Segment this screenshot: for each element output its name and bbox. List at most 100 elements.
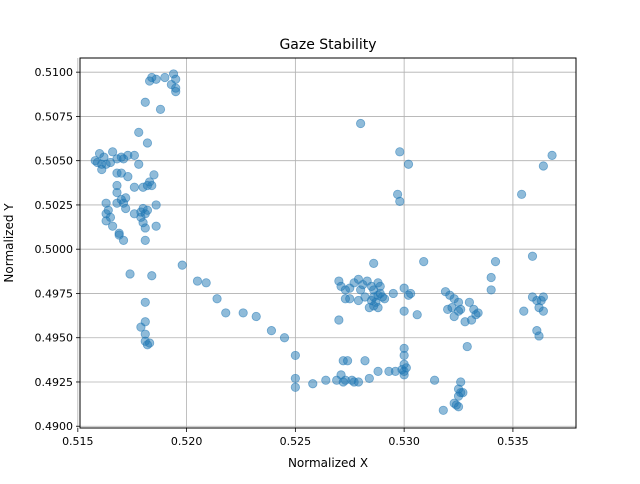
scatter-point <box>279 333 290 343</box>
scatter-point <box>140 297 150 307</box>
scatter-point <box>547 150 557 160</box>
scatter-point <box>171 87 181 97</box>
scatter-point <box>151 221 161 231</box>
scatter-point <box>342 356 353 366</box>
scatter-point <box>373 303 383 313</box>
scatter-point <box>149 170 159 180</box>
scatter-point <box>406 288 416 299</box>
scatter-point <box>155 104 166 114</box>
x-tick-label: 0.520 <box>171 435 203 448</box>
scatter-point <box>419 256 429 267</box>
scatter-point <box>345 294 355 304</box>
scatter-point <box>519 306 529 316</box>
scatter-point <box>121 203 131 214</box>
scatter-point <box>290 382 300 392</box>
scatter-point <box>334 315 344 325</box>
scatter-point <box>308 379 318 389</box>
scatter-point <box>142 138 153 148</box>
scatter-point <box>290 373 300 384</box>
scatter-point <box>123 172 133 182</box>
scatter-point <box>395 196 405 206</box>
scatter-point <box>160 72 170 83</box>
y-tick-label: 0.5000 <box>35 243 74 256</box>
scatter-point <box>349 377 359 387</box>
points-layer <box>90 69 557 415</box>
scatter-point <box>101 216 111 226</box>
scatter-point <box>388 288 398 299</box>
scatter-point <box>486 285 496 295</box>
scatter-point <box>429 375 440 385</box>
scatter-point <box>534 331 544 341</box>
scatter-point <box>373 366 383 376</box>
scatter-point <box>108 221 118 231</box>
scatter-point <box>399 283 409 293</box>
scatter-point <box>108 147 118 157</box>
scatter-point <box>140 235 150 245</box>
scatter-point <box>538 306 548 316</box>
scatter-point <box>118 235 129 245</box>
scatter-point <box>147 180 157 191</box>
scatter-point <box>140 317 150 327</box>
y-tick-label: 0.5100 <box>35 66 74 79</box>
scatter-point <box>538 292 548 302</box>
scatter-point <box>360 356 370 366</box>
scatter-point <box>403 159 414 169</box>
scatter-point <box>412 310 422 320</box>
y-tick-label: 0.5075 <box>35 110 74 123</box>
scatter-point <box>192 276 203 286</box>
y-axis-label: Normalized Y <box>2 203 16 283</box>
scatter-point <box>490 256 501 267</box>
scatter-point <box>473 308 483 318</box>
plot-frame <box>79 57 577 429</box>
scatter-point <box>353 295 364 306</box>
scatter-point <box>142 205 153 215</box>
scatter-point <box>177 260 187 270</box>
scatter-point <box>321 375 331 385</box>
scatter-point <box>395 147 405 157</box>
x-tick-label: 0.525 <box>280 435 312 448</box>
scatter-point <box>356 285 366 295</box>
scatter-point <box>364 303 374 313</box>
scatter-point <box>356 118 366 129</box>
x-tick-label: 0.515 <box>62 435 94 448</box>
scatter-point <box>538 161 548 171</box>
scatter-point <box>369 258 379 268</box>
scatter-point <box>443 304 453 314</box>
scatter-point <box>364 373 374 384</box>
scatter-point <box>251 311 261 322</box>
scatter-point <box>212 294 222 304</box>
y-tick-label: 0.4975 <box>35 287 74 300</box>
scatter-point <box>379 294 390 304</box>
scatter-point <box>453 402 464 412</box>
scatter-point <box>129 150 139 160</box>
scatter-point <box>145 338 155 348</box>
scatter-point <box>221 308 231 318</box>
scatter-point <box>456 377 466 387</box>
scatter-point <box>399 306 409 316</box>
scatter-point <box>486 272 496 283</box>
scatter-point <box>134 127 144 137</box>
scatter-point <box>238 308 248 318</box>
x-axis-label: Normalized X <box>288 456 368 470</box>
y-tick-label: 0.4925 <box>35 376 74 389</box>
scatter-point <box>125 269 135 279</box>
y-tick-label: 0.5025 <box>35 199 74 212</box>
scatter-point <box>201 278 211 288</box>
chart-title: Gaze Stability <box>279 37 376 53</box>
scatter-point <box>140 97 150 107</box>
scatter-point <box>338 377 348 387</box>
scatter-point <box>147 271 157 281</box>
grid-layer <box>77 58 576 428</box>
scatter-point <box>134 159 144 169</box>
scatter-point <box>438 405 448 415</box>
scatter-point <box>290 350 300 361</box>
scatter-point <box>458 387 468 398</box>
x-tick-label: 0.535 <box>497 435 529 448</box>
scatter-point <box>140 223 150 233</box>
scatter-point <box>517 189 527 199</box>
y-tick-label: 0.4950 <box>35 332 74 345</box>
scatter-point <box>456 304 466 314</box>
scatter-point <box>151 200 161 210</box>
